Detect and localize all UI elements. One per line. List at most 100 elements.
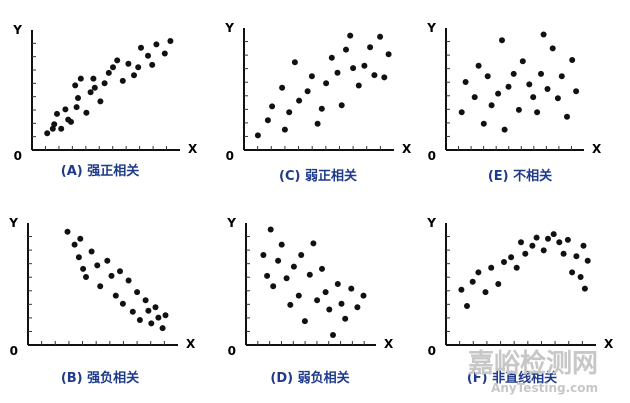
data-point (142, 297, 149, 304)
x-axis-label: X (384, 337, 394, 351)
data-point (135, 64, 142, 71)
data-point (458, 286, 465, 293)
data-point (550, 231, 557, 238)
panel-caption: (B) 强负相关 (61, 370, 139, 386)
scatter-panel: X Y 0 (A) 强正相关 (12, 23, 198, 179)
data-point (72, 82, 79, 89)
data-point (73, 104, 80, 111)
data-point (533, 234, 540, 241)
data-point (295, 292, 302, 299)
origin-label: 0 (10, 344, 18, 358)
data-point (513, 264, 520, 271)
data-point (97, 98, 104, 105)
data-point (385, 51, 392, 58)
data-point (495, 90, 502, 97)
data-point (71, 241, 78, 248)
data-point (569, 269, 576, 276)
data-point (131, 72, 137, 79)
data-point (556, 239, 563, 246)
x-axis-label: X (402, 142, 412, 156)
scatter-panel: X Y 0 (D) 弱负相关 (226, 216, 394, 386)
x-axis-label: X (186, 337, 196, 351)
data-point (338, 300, 345, 307)
x-axis-label: X (604, 337, 614, 351)
data-point (348, 285, 355, 292)
data-point (458, 109, 465, 116)
data-point (108, 272, 115, 279)
data-point (119, 300, 126, 307)
data-point (505, 83, 512, 90)
data-point (488, 102, 495, 109)
data-point (499, 37, 505, 44)
panel-caption: (E) 不相关 (488, 168, 552, 184)
data-point (560, 250, 567, 257)
data-point (87, 89, 94, 96)
panel-caption: (D) 弱负相关 (270, 370, 349, 386)
data-point (334, 281, 341, 287)
data-point (49, 125, 56, 132)
data-point (117, 268, 123, 275)
watermark-main: 嘉峪检测网 (468, 348, 598, 379)
data-point (167, 38, 174, 44)
data-point (495, 281, 502, 287)
data-point (334, 69, 341, 76)
x-axis-label: X (188, 142, 198, 156)
data-point (360, 292, 367, 299)
data-point (145, 52, 151, 59)
data-point (558, 73, 565, 80)
data-point (371, 72, 378, 79)
data-point (75, 254, 82, 261)
data-point (534, 109, 541, 116)
data-point (162, 312, 169, 319)
data-point (264, 272, 271, 279)
data-point (83, 109, 90, 116)
data-point (101, 80, 108, 87)
data-point (475, 269, 482, 276)
data-point (290, 263, 297, 270)
watermark: 嘉峪检测网 AnyTesting.com (468, 348, 598, 395)
data-point (129, 308, 136, 315)
data-point (519, 58, 526, 65)
data-point (148, 320, 155, 327)
data-point (488, 264, 495, 271)
data-point (480, 120, 487, 127)
data-point (343, 46, 349, 53)
data-point (581, 285, 588, 292)
data-point (75, 95, 81, 101)
data-point (573, 253, 580, 260)
y-axis-label: Y (12, 23, 22, 37)
data-point (584, 257, 591, 264)
data-point (501, 126, 508, 133)
data-point (51, 121, 58, 128)
data-point (68, 118, 74, 125)
data-point (326, 306, 333, 313)
origin-label: 0 (226, 149, 234, 163)
data-point (377, 33, 384, 40)
data-point (286, 109, 293, 116)
data-point (508, 254, 515, 261)
data-point (464, 303, 470, 309)
data-point (296, 97, 303, 104)
origin-label: 0 (14, 149, 22, 163)
data-point (564, 113, 570, 120)
data-point (330, 332, 336, 338)
data-point (306, 271, 313, 278)
data-point (90, 75, 97, 82)
x-axis-label: X (592, 142, 602, 156)
data-point (264, 117, 271, 124)
data-point (260, 252, 267, 258)
data-point (526, 81, 533, 88)
data-point (44, 130, 51, 137)
data-point (564, 236, 571, 243)
data-point (501, 259, 507, 265)
data-point (267, 226, 274, 233)
data-point (515, 106, 522, 113)
watermark-sub: AnyTesting.com (491, 381, 598, 395)
data-point (54, 110, 60, 117)
data-point (161, 50, 168, 57)
data-point (342, 315, 349, 322)
data-point (304, 88, 311, 95)
data-point (287, 301, 294, 308)
data-point (318, 105, 325, 112)
y-axis-label: Y (426, 216, 436, 230)
